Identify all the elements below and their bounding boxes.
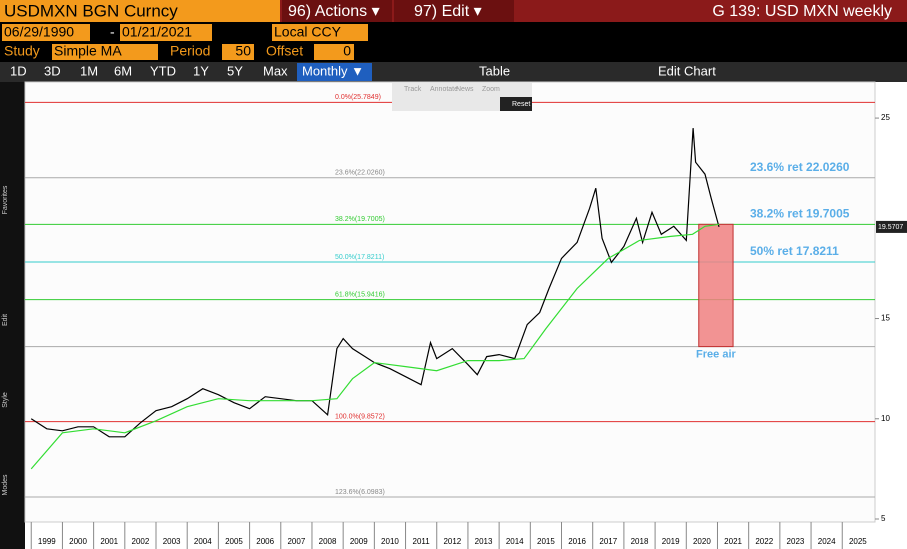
ticker-field[interactable] — [0, 0, 280, 22]
x-tick-label: 2008 — [319, 537, 337, 546]
x-tick-label: 2018 — [631, 537, 649, 546]
period-field[interactable] — [222, 44, 254, 60]
fib-label: 100.0%(9.8572) — [335, 413, 385, 420]
end-date[interactable] — [120, 24, 212, 41]
x-tick-label: 2021 — [724, 537, 742, 546]
retracement-note: 38.2% ret 19.7005 — [750, 206, 850, 220]
last-price-box — [876, 220, 907, 233]
fib-label: 123.6%(6.0983) — [335, 489, 385, 496]
x-tick-label: 2020 — [693, 537, 711, 546]
x-tick-label: 1999 — [38, 537, 56, 546]
page-title: G 139: USD MXN weekly — [712, 3, 892, 20]
period-button[interactable]: Max — [263, 63, 288, 78]
period-button[interactable]: 1D — [10, 63, 27, 78]
dash: - — [110, 24, 115, 40]
x-tick-label: 2007 — [287, 537, 305, 546]
mini-menu-item[interactable]: Zoom — [482, 86, 500, 93]
edit-chart-button[interactable]: Edit Chart — [658, 63, 716, 78]
side-label: Modes — [2, 474, 9, 496]
period: 50 — [235, 43, 251, 59]
edit-button[interactable] — [394, 0, 514, 22]
fib-label: 50.0%(17.8211) — [335, 254, 384, 261]
last-price: 19.5707 — [878, 224, 903, 231]
x-tick-label: 2015 — [537, 537, 555, 546]
start-date[interactable] — [2, 24, 90, 41]
table-button[interactable]: Table — [479, 63, 510, 78]
end: 01/21/2021 — [122, 24, 192, 40]
fib-label: 61.8%(15.9416) — [335, 292, 385, 299]
y-tick-label: 5 — [881, 514, 886, 523]
x-tick-label: 2024 — [818, 537, 836, 546]
period-button[interactable]: 1Y — [193, 63, 209, 78]
x-tick-label: 2001 — [100, 537, 118, 546]
fib-label: 23.6%(22.0260) — [335, 170, 385, 177]
mini-menu-item[interactable]: Track — [404, 86, 422, 93]
x-tick-label: 2002 — [132, 537, 150, 546]
study-label: Study — [4, 43, 40, 59]
offset-field[interactable] — [314, 44, 354, 60]
retracement-note: 23.6% ret 22.0260 — [750, 160, 850, 174]
x-tick-label: 2014 — [506, 537, 524, 546]
currency: Local CCY — [274, 24, 342, 40]
currency-field[interactable] — [272, 24, 368, 41]
ticker: USDMXN BGN Curncy — [4, 1, 178, 20]
period-button[interactable]: 3D — [44, 63, 61, 78]
x-tick-label: 2000 — [69, 537, 87, 546]
retracement-note: 50% ret 17.8211 — [750, 244, 839, 258]
side-label: Edit — [2, 314, 9, 326]
actions-button[interactable] — [282, 0, 392, 22]
study-name: Simple MA — [54, 43, 122, 59]
x-tick-label: 2010 — [381, 537, 399, 546]
x-tick-label: 2005 — [225, 537, 243, 546]
frequency: Monthly ▼ — [302, 63, 364, 78]
plot-area — [24, 81, 876, 523]
mini-menu-item[interactable]: Reset — [512, 101, 530, 108]
x-tick-label: 2022 — [755, 537, 773, 546]
free-air-zone — [698, 223, 734, 348]
x-tick-label: 2017 — [599, 537, 617, 546]
edit: 97) Edit ▾ — [414, 3, 482, 20]
toolbar — [0, 62, 907, 82]
start: 06/29/1990 — [4, 24, 74, 40]
mini-menu-item[interactable]: News — [456, 86, 474, 93]
fib-label: 0.0%(25.7849) — [335, 94, 381, 101]
x-tick-label: 2012 — [443, 537, 461, 546]
y-tick-label: 15 — [881, 314, 890, 323]
y-tick-label: 25 — [881, 113, 890, 122]
x-tick-label: 2011 — [413, 537, 431, 546]
y-tick-label: 10 — [881, 414, 890, 423]
side-label: Style — [2, 392, 9, 408]
mini-menu-item[interactable]: Annotate — [430, 86, 458, 93]
mini-menu-reset — [500, 97, 532, 111]
side-toolbar — [0, 82, 25, 549]
period-button[interactable]: 1M — [80, 63, 98, 78]
frequency-button[interactable] — [297, 63, 372, 81]
price-line — [30, 128, 720, 438]
free-air-label: Free air — [696, 349, 736, 361]
x-tick-label: 2006 — [256, 537, 274, 546]
x-tick-label: 2023 — [787, 537, 805, 546]
offset-label: Offset — [266, 43, 303, 59]
x-tick-label: 2016 — [568, 537, 586, 546]
fib-label: 38.2%(19.7005) — [335, 216, 385, 223]
period-button[interactable]: 5Y — [227, 63, 243, 78]
side-label: Favorites — [2, 185, 9, 214]
x-tick-label: 2025 — [849, 537, 867, 546]
actions: 96) Actions ▾ — [288, 3, 380, 20]
offset: 0 — [343, 43, 351, 59]
study-field[interactable] — [52, 44, 158, 60]
x-tick-label: 2003 — [163, 537, 181, 546]
x-tick-label: 2019 — [662, 537, 680, 546]
x-tick-label: 2013 — [475, 537, 493, 546]
period-button[interactable]: YTD — [150, 63, 176, 78]
x-tick-label: 2004 — [194, 537, 212, 546]
moving-average — [30, 223, 720, 470]
x-tick-label: 2009 — [350, 537, 368, 546]
period-label: Period — [170, 43, 210, 59]
period-button[interactable]: 6M — [114, 63, 132, 78]
